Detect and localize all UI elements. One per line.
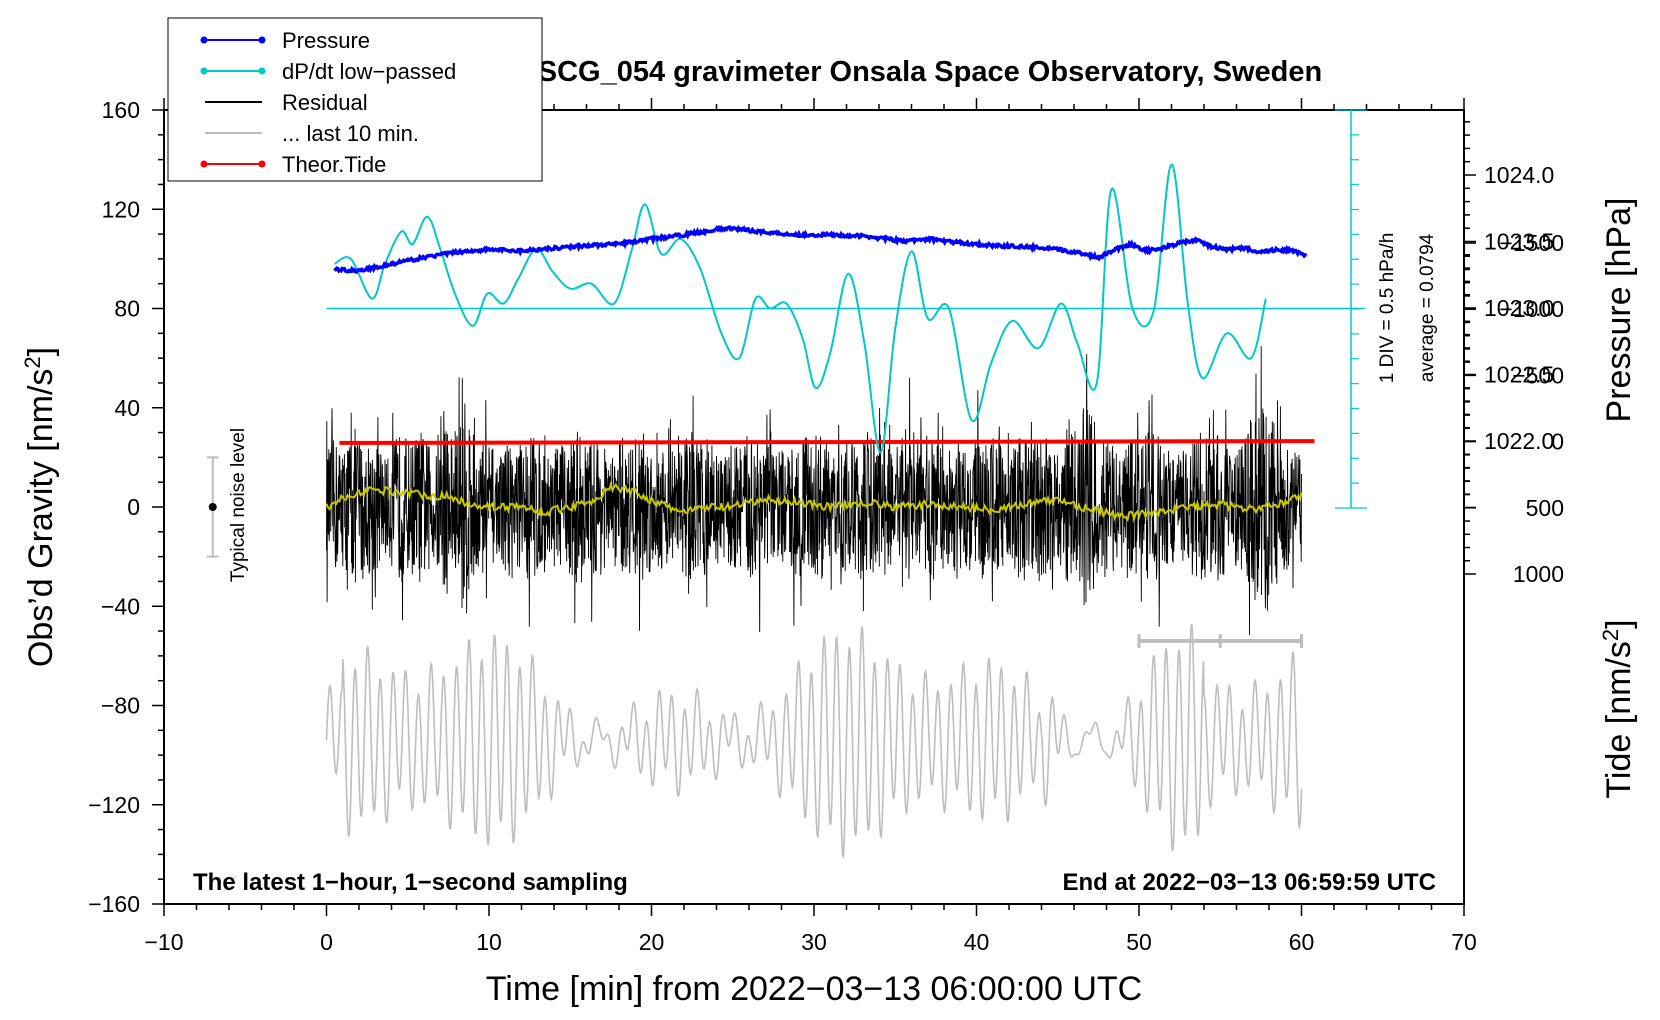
x-tick-label: 70 xyxy=(1451,929,1477,955)
gray-series-line xyxy=(325,623,1303,860)
y-tick-label: −80 xyxy=(101,693,140,719)
noise-bar-dot xyxy=(208,503,217,511)
x-tick-label: 30 xyxy=(801,929,827,955)
y-tick-label: 80 xyxy=(114,296,140,322)
tide-axis-label-text: Tide [nm/s xyxy=(1600,641,1638,798)
tide-ticks: −1500 −1000 −500 0 500 1000 xyxy=(1464,230,1564,587)
legend: Pressure dP/dt low−passed Residual ... last… xyxy=(167,17,543,182)
tide-axis-label-close: ] xyxy=(1600,619,1638,628)
residual-line xyxy=(326,346,1302,636)
gray-series-layer xyxy=(325,623,1303,860)
legend-box xyxy=(167,17,543,182)
smoothed-residual-line xyxy=(325,480,1303,523)
legend-label: ... last 10 min. xyxy=(282,121,419,146)
legend-label: Residual xyxy=(282,90,368,115)
tide-tick-label: −500 xyxy=(1512,362,1564,388)
legend-marker xyxy=(200,36,208,44)
pressure-layer xyxy=(333,224,1308,275)
smoothed-residual-layer xyxy=(325,480,1303,523)
y-tick-label: 160 xyxy=(102,97,140,123)
y-ticks: −160 −120 −80 −40 0 40 80 120 160 xyxy=(88,97,164,917)
x-tick-label: 50 xyxy=(1126,929,1152,955)
decor-layer xyxy=(206,109,1367,648)
legend-marker xyxy=(200,160,208,168)
pressure-tick-label: 1023.5 xyxy=(1484,229,1554,255)
x-tick-label: 10 xyxy=(476,929,502,955)
legend-label: Theor.Tide xyxy=(282,152,386,177)
tide-axis-label: Tide [nm/s2] xyxy=(1598,619,1639,798)
x-tick-label: 40 xyxy=(964,929,990,955)
pressure-tick-label: 1023.0 xyxy=(1484,295,1554,321)
legend-marker xyxy=(258,36,266,44)
dpdt-layer xyxy=(326,163,1365,454)
tide-tick-label: 0 xyxy=(1551,429,1564,455)
y-tick-label: 40 xyxy=(114,395,140,421)
y-axis-label-text: Obs’d Gravity [nm/s xyxy=(22,369,60,668)
noise-level-label: Typical noise level xyxy=(228,428,249,582)
tide-tick-label: −1000 xyxy=(1499,296,1564,322)
div-label: 1 DIV = 0.5 hPa/h xyxy=(1377,233,1398,384)
y-tick-label: 120 xyxy=(102,196,140,222)
tide-tick-label: 1000 xyxy=(1513,561,1564,587)
dpdt-line xyxy=(334,163,1267,454)
pressure-axis-label: Pressure [hPa] xyxy=(1600,198,1638,423)
y-axis-label-left: Obs’d Gravity [nm/s2] xyxy=(20,347,61,667)
y-tick-label: −160 xyxy=(88,891,140,917)
pressure-tick-label: 1022.0 xyxy=(1484,428,1554,454)
tide-line xyxy=(339,439,1315,445)
tide-tick-label: 500 xyxy=(1526,495,1564,521)
tide-layer xyxy=(339,439,1315,445)
legend-marker xyxy=(258,160,266,168)
y-tick-label: −40 xyxy=(101,593,140,619)
y-axis-label-sup: 2 xyxy=(20,356,45,368)
x-tick-label: 20 xyxy=(639,929,665,955)
legend-entries: Pressure dP/dt low−passed Residual ... last… xyxy=(200,28,456,177)
tide-axis-label-sup: 2 xyxy=(1598,629,1623,641)
pressure-line xyxy=(333,224,1308,275)
chart-title: SCG_054 gravimeter Onsala Space Observat… xyxy=(538,56,1322,88)
legend-marker xyxy=(200,67,208,75)
annotation-bottom-right: End at 2022−03−13 06:59:59 UTC xyxy=(1062,869,1436,896)
legend-label: Pressure xyxy=(282,28,370,53)
pressure-tick-label: 1024.0 xyxy=(1484,162,1554,188)
average-label: average = 0.0794 xyxy=(1417,233,1438,382)
y-tick-label: −120 xyxy=(88,792,140,818)
x-tick-label: 60 xyxy=(1289,929,1315,955)
y-tick-label: 0 xyxy=(127,494,140,520)
tide-tick-label: −1500 xyxy=(1499,230,1564,256)
x-tick-label: 0 xyxy=(320,929,333,955)
legend-marker xyxy=(258,67,266,75)
legend-label: dP/dt low−passed xyxy=(282,59,456,84)
residual-layer xyxy=(326,346,1302,636)
x-ticks: −10 0 10 20 30 40 50 60 70 xyxy=(144,98,1477,955)
y-axis-label-close: ] xyxy=(22,347,60,356)
x-tick-label: −10 xyxy=(144,929,183,955)
pressure-tick-label: 1022.5 xyxy=(1484,362,1554,388)
x-axis-label: Time [min] from 2022−03−13 06:00:00 UTC xyxy=(486,970,1142,1008)
annotation-bottom-left: The latest 1−hour, 1−second sampling xyxy=(193,869,628,896)
